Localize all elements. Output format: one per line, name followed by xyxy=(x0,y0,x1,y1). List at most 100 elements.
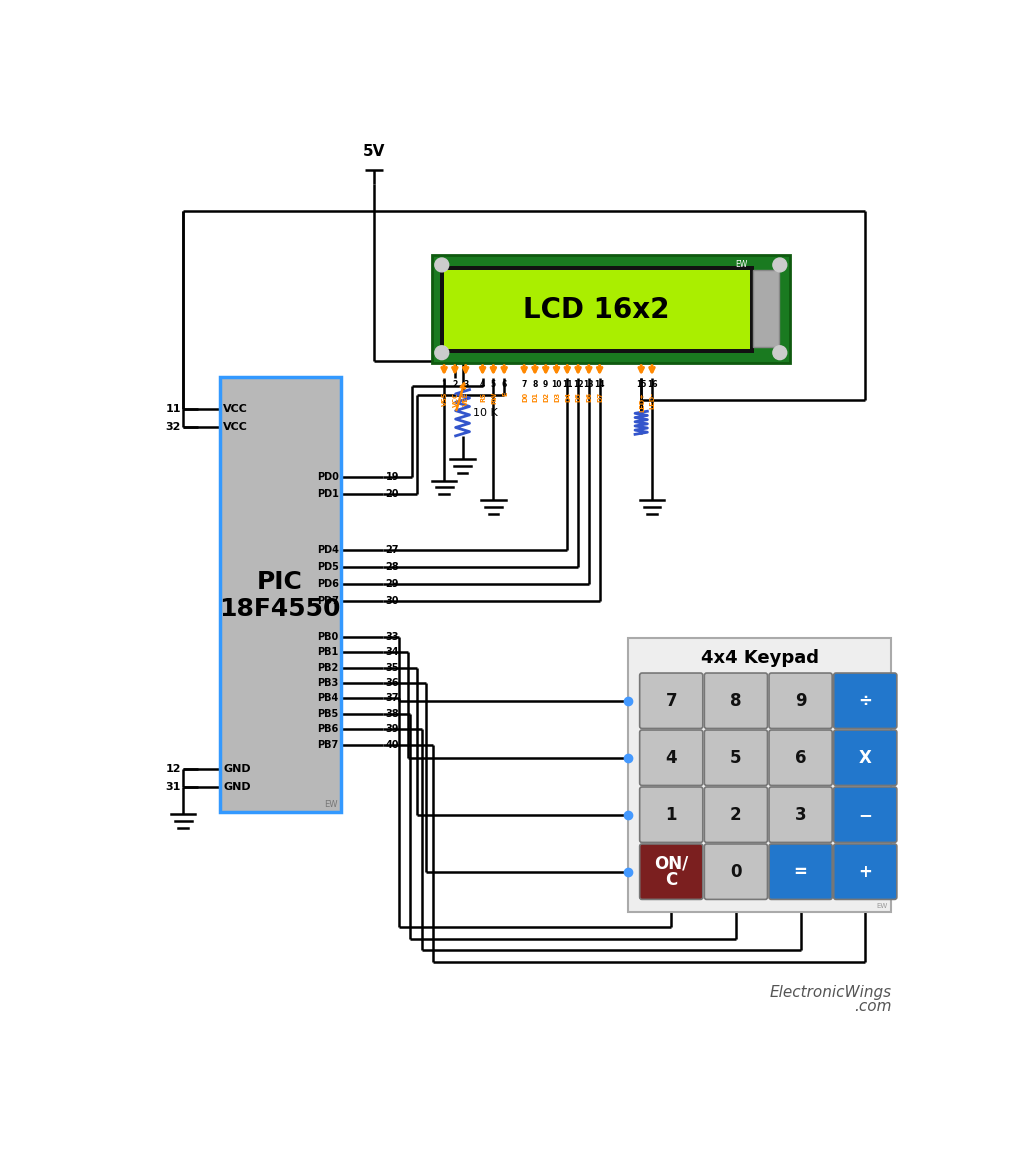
Text: RS: RS xyxy=(480,392,486,402)
Text: VCC: VCC xyxy=(223,422,248,432)
Text: 36: 36 xyxy=(386,678,399,688)
Text: 13: 13 xyxy=(583,380,594,390)
FancyBboxPatch shape xyxy=(769,673,832,728)
Text: E: E xyxy=(501,392,508,396)
Circle shape xyxy=(435,259,449,272)
Text: D2: D2 xyxy=(544,392,549,402)
Text: 1: 1 xyxy=(442,380,447,390)
Text: VCC: VCC xyxy=(223,404,248,414)
Text: 4: 4 xyxy=(666,749,677,766)
Text: D0: D0 xyxy=(522,392,528,402)
Text: 4: 4 xyxy=(480,380,485,390)
Text: 9: 9 xyxy=(795,692,806,710)
Text: PB3: PB3 xyxy=(317,678,338,688)
Text: PB2: PB2 xyxy=(317,663,338,672)
Text: 8: 8 xyxy=(532,380,538,390)
Text: VSS: VSS xyxy=(442,392,448,407)
Text: 10: 10 xyxy=(551,380,562,390)
Bar xyxy=(220,377,341,811)
Text: =: = xyxy=(793,863,807,880)
Text: LCD 16x2: LCD 16x2 xyxy=(524,295,670,324)
Text: 4x4 Keypad: 4x4 Keypad xyxy=(701,649,819,666)
Text: D1: D1 xyxy=(533,392,539,402)
Text: 1: 1 xyxy=(666,805,677,824)
Text: 11: 11 xyxy=(562,380,572,390)
Text: 6: 6 xyxy=(795,749,806,766)
Text: 7: 7 xyxy=(666,692,677,710)
Text: 11: 11 xyxy=(165,404,180,414)
Text: LED-: LED- xyxy=(649,392,655,409)
Text: 38: 38 xyxy=(386,709,399,719)
Text: PB0: PB0 xyxy=(317,632,338,642)
Text: 3: 3 xyxy=(795,805,806,824)
Text: 37: 37 xyxy=(386,694,399,703)
Bar xyxy=(628,639,891,911)
Text: 2: 2 xyxy=(730,805,742,824)
Text: D4: D4 xyxy=(565,392,571,402)
Text: 28: 28 xyxy=(386,562,399,572)
Text: 2: 2 xyxy=(452,380,458,390)
Text: 0: 0 xyxy=(730,863,742,880)
Text: PB4: PB4 xyxy=(317,694,338,703)
Text: EW: EW xyxy=(324,800,337,809)
Text: EW: EW xyxy=(735,261,748,269)
Text: GND: GND xyxy=(223,764,251,774)
FancyBboxPatch shape xyxy=(704,730,768,786)
Text: 40: 40 xyxy=(386,740,399,749)
Bar xyxy=(441,267,754,353)
FancyBboxPatch shape xyxy=(704,787,768,842)
Text: D6: D6 xyxy=(587,392,593,402)
FancyBboxPatch shape xyxy=(639,787,703,842)
Text: 10 K: 10 K xyxy=(473,408,498,418)
Text: 20: 20 xyxy=(386,488,399,499)
Text: VEE: VEE xyxy=(463,392,469,406)
FancyBboxPatch shape xyxy=(769,845,832,900)
Text: PD6: PD6 xyxy=(317,579,338,588)
FancyBboxPatch shape xyxy=(834,845,897,900)
FancyBboxPatch shape xyxy=(704,845,768,900)
Text: EW: EW xyxy=(876,903,887,909)
FancyBboxPatch shape xyxy=(834,673,897,728)
Text: 19: 19 xyxy=(386,472,399,481)
Text: 34: 34 xyxy=(386,647,399,657)
Circle shape xyxy=(773,259,787,272)
Text: RW: RW xyxy=(491,392,497,404)
Text: 32: 32 xyxy=(165,422,180,432)
Text: 30: 30 xyxy=(386,595,399,606)
Text: ON/
C: ON/ C xyxy=(654,855,689,889)
FancyBboxPatch shape xyxy=(639,845,703,900)
Text: 3: 3 xyxy=(463,380,468,390)
FancyBboxPatch shape xyxy=(769,787,832,842)
Text: 31: 31 xyxy=(165,782,180,792)
FancyBboxPatch shape xyxy=(639,673,703,728)
Text: 9: 9 xyxy=(543,380,548,390)
Bar xyxy=(432,255,790,363)
Text: 6: 6 xyxy=(501,380,506,390)
Text: GND: GND xyxy=(223,782,251,792)
Text: 5: 5 xyxy=(491,380,496,390)
Text: 39: 39 xyxy=(386,724,399,734)
Text: PD1: PD1 xyxy=(317,488,338,499)
Text: D3: D3 xyxy=(554,392,560,402)
Text: PIC: PIC xyxy=(257,570,303,594)
Circle shape xyxy=(435,346,449,360)
Text: 29: 29 xyxy=(386,579,399,588)
Text: 12: 12 xyxy=(165,764,180,774)
FancyBboxPatch shape xyxy=(704,673,768,728)
FancyBboxPatch shape xyxy=(639,730,703,786)
Text: +: + xyxy=(858,863,872,880)
Text: PD4: PD4 xyxy=(317,545,338,555)
Text: VCC: VCC xyxy=(453,392,459,407)
Text: 14: 14 xyxy=(595,380,605,390)
FancyBboxPatch shape xyxy=(769,730,832,786)
Text: PB6: PB6 xyxy=(317,724,338,734)
Text: PB1: PB1 xyxy=(317,647,338,657)
Text: 27: 27 xyxy=(386,545,399,555)
Text: LED+: LED+ xyxy=(639,392,645,411)
Bar xyxy=(444,270,750,349)
Text: 33: 33 xyxy=(386,632,399,642)
Text: 15: 15 xyxy=(636,380,646,390)
Text: D5: D5 xyxy=(575,392,581,402)
Text: 7: 7 xyxy=(522,380,527,390)
Text: PD0: PD0 xyxy=(317,472,338,481)
